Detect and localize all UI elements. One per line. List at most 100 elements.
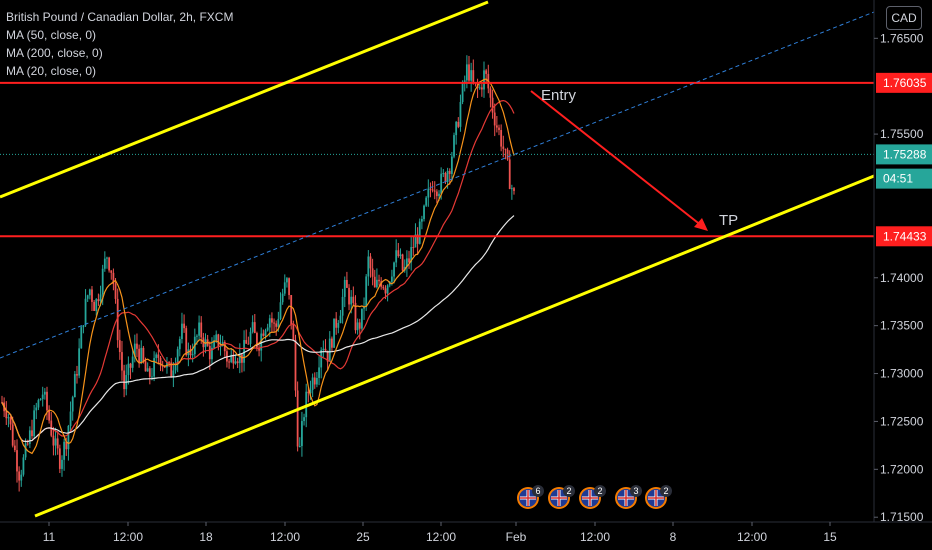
gb-flag-icon[interactable]: 2 xyxy=(645,485,672,509)
badge-count-bg xyxy=(532,485,544,497)
candle-body xyxy=(279,302,282,319)
candle-body xyxy=(371,268,374,277)
candle-body xyxy=(358,322,361,329)
ma20-line xyxy=(1,78,515,455)
channel-upper-line xyxy=(0,0,489,199)
candle-body xyxy=(13,445,16,451)
candle-body xyxy=(136,343,138,349)
candle-body xyxy=(433,190,436,192)
candle-body xyxy=(500,130,503,147)
candle-body xyxy=(61,459,63,469)
currency-button[interactable]: CAD xyxy=(886,6,922,30)
time-tick-label: 12:00 xyxy=(580,530,610,544)
time-tick-label: 15 xyxy=(823,530,837,544)
tp-label: TP xyxy=(719,212,738,229)
annotations: Entry TP xyxy=(541,87,738,229)
candle-body xyxy=(93,301,96,311)
candle-body xyxy=(271,318,273,323)
candle-body xyxy=(131,356,134,368)
candle-body xyxy=(485,70,488,74)
drawing-tools[interactable] xyxy=(0,0,875,518)
gb-flag-icon[interactable]: 2 xyxy=(548,485,575,509)
candle-body xyxy=(277,318,280,327)
candle-body xyxy=(88,289,91,296)
event-badges[interactable]: 6 2 2 3 2 xyxy=(517,485,672,509)
price-tick-label: 1.75500 xyxy=(880,127,924,141)
badge-count: 2 xyxy=(663,486,668,496)
candle-body xyxy=(260,333,263,351)
indicator-ma200[interactable]: MA (200, close, 0) xyxy=(6,46,103,60)
candle-body xyxy=(268,318,271,328)
candle-body xyxy=(352,296,355,303)
candle-body xyxy=(298,446,301,448)
candle-body xyxy=(420,219,423,222)
candle-body xyxy=(63,441,66,460)
badge-count-bg xyxy=(563,485,575,497)
candle-body xyxy=(82,325,85,328)
time-tick-label: 12:00 xyxy=(426,530,456,544)
candle-body xyxy=(76,374,78,376)
candle-body xyxy=(200,322,203,338)
symbol-title[interactable]: British Pound / Canadian Dollar, 2h, FXC… xyxy=(6,10,234,24)
candle-body xyxy=(416,234,419,244)
candle-body xyxy=(448,170,451,174)
candle-body xyxy=(127,363,130,376)
price-axis[interactable]: 1.76500 1.75500 1.74000 1.73500 1.73000 1.725… xyxy=(873,0,932,524)
price-label-bg xyxy=(876,72,932,93)
gb-flag-icon[interactable]: 6 xyxy=(517,485,544,509)
candle-body xyxy=(223,342,226,352)
candle-body xyxy=(363,306,365,309)
candle-body xyxy=(453,135,455,157)
candle-body xyxy=(142,347,145,362)
candle-body xyxy=(455,121,458,136)
candle-body xyxy=(159,357,162,366)
time-tick-label: 12:00 xyxy=(737,530,767,544)
candle-body xyxy=(146,368,149,372)
time-axis[interactable]: 11 12:00 18 12:00 25 12:00 Feb 12:00 8 12:00 15 xyxy=(0,521,932,544)
candle-body xyxy=(123,370,126,390)
candle-body xyxy=(440,173,443,194)
candle-body xyxy=(463,80,466,83)
gb-flag-icon[interactable]: 3 xyxy=(615,485,642,509)
candle-body xyxy=(326,350,329,362)
candle-body xyxy=(324,348,327,351)
candle-body xyxy=(472,70,475,83)
price-label-level: 1.76035 xyxy=(883,76,927,90)
candle-body xyxy=(31,430,33,437)
candle-body xyxy=(26,443,29,445)
candle-body xyxy=(498,127,500,131)
candle-body xyxy=(465,64,468,81)
candle-body xyxy=(247,343,250,345)
candle-body xyxy=(253,322,256,334)
candle-body xyxy=(52,435,55,446)
candle-body xyxy=(183,323,185,329)
price-tick-label: 1.74000 xyxy=(880,271,924,285)
price-label-countdown: 04:51 xyxy=(883,172,913,186)
candle-body xyxy=(133,343,136,357)
time-tick-label: 11 xyxy=(43,530,56,544)
candle-body xyxy=(331,338,333,348)
time-tick-label: 12:00 xyxy=(270,530,300,544)
gb-flag-icon[interactable]: 2 xyxy=(579,485,606,509)
candle-body xyxy=(489,88,492,98)
candle-body xyxy=(215,334,218,341)
candle-body xyxy=(504,148,507,150)
candle-body xyxy=(412,247,415,249)
candle-body xyxy=(495,125,498,128)
indicator-ma20[interactable]: MA (20, close, 0) xyxy=(6,64,97,78)
indicator-ma50[interactable]: MA (50, close, 0) xyxy=(6,28,97,42)
badge-count-bg xyxy=(660,485,672,497)
candle-body xyxy=(101,268,104,295)
time-tick-label: Feb xyxy=(506,530,527,544)
candle-body xyxy=(243,340,245,363)
badge-count-bg xyxy=(594,485,606,497)
candle-body xyxy=(459,101,462,127)
candle-body xyxy=(311,377,314,390)
candle-body xyxy=(281,293,284,303)
ma200-line xyxy=(1,215,515,443)
candle-body xyxy=(354,302,357,331)
candle-body xyxy=(54,438,57,446)
price-tick-label: 1.72500 xyxy=(880,414,924,428)
candle-body xyxy=(230,354,233,363)
